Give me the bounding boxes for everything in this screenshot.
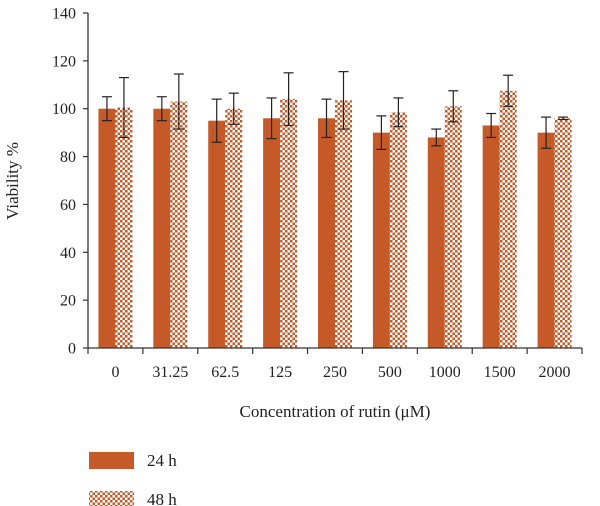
bar-48h (335, 100, 352, 348)
y-tick-label: 20 (60, 293, 76, 310)
y-tick-label: 100 (52, 101, 76, 118)
bar-24h (427, 137, 445, 348)
y-axis-label: Viability % (3, 142, 22, 220)
x-tick-label: 0 (111, 364, 119, 381)
legend: 24 h 48 h (89, 451, 177, 506)
x-tick-label: 1500 (484, 364, 516, 381)
legend-item: 24 h (89, 451, 177, 470)
x-tick-label: 125 (268, 364, 292, 381)
x-tick-label: 2000 (539, 364, 571, 381)
y-tick-label: 120 (52, 53, 76, 70)
x-tick-label: 1000 (429, 364, 461, 381)
error-bar (283, 72, 294, 127)
error-bar (448, 90, 459, 123)
error-bar (558, 116, 569, 121)
error-bar (431, 128, 442, 147)
bar-24h (318, 118, 335, 349)
y-tick-label: 40 (60, 245, 76, 262)
bar-24h (208, 120, 226, 348)
error-bar (156, 96, 167, 122)
bar-48h (499, 90, 517, 349)
error-bar (541, 116, 552, 149)
error-bar (486, 112, 497, 139)
error-bar (338, 71, 349, 130)
y-tick-label: 140 (52, 6, 76, 23)
bar-24h (537, 132, 555, 348)
x-tick-label: 31.25 (152, 364, 188, 381)
bar-48h (170, 101, 188, 349)
x-axis-label: Concentration of rutin (μM) (240, 402, 431, 421)
bar-48h (389, 112, 407, 348)
bar-24h (98, 108, 116, 348)
bar-48h (280, 99, 298, 349)
error-bar (228, 92, 239, 125)
error-bar (321, 98, 332, 139)
x-tick-label: 250 (323, 364, 347, 381)
x-tick-label: 62.5 (211, 364, 239, 381)
error-bar (503, 74, 514, 107)
legend-swatch (89, 452, 134, 469)
error-bar (118, 77, 129, 139)
bar-48h (444, 106, 462, 348)
y-tick-label: 0 (68, 341, 76, 358)
bar-24h (482, 125, 500, 348)
x-tick-label: 500 (378, 364, 402, 381)
x-axis: 0 31.25 62.5 125 250 500 1000 1500 2000 (87, 347, 583, 381)
error-bar (266, 97, 277, 140)
error-bar (101, 96, 112, 122)
bar-48h (115, 107, 133, 349)
y-axis: 0 20 40 60 80 100 120 140 (52, 6, 89, 358)
legend-swatch (89, 491, 134, 506)
bar-24h (372, 132, 390, 348)
error-bar (393, 97, 404, 128)
y-tick-label: 80 (60, 149, 76, 166)
legend-label: 24 h (147, 451, 177, 470)
error-bar (173, 73, 184, 130)
bar-48h (225, 108, 243, 348)
bar-24h (263, 118, 281, 349)
legend-label: 48 h (147, 490, 177, 506)
error-bar (376, 115, 387, 150)
error-bar (211, 98, 222, 143)
bar-48h (554, 118, 572, 349)
bar-24h (153, 108, 171, 348)
legend-item: 48 h (89, 490, 177, 506)
plot-area (98, 71, 572, 349)
y-tick-label: 60 (60, 197, 76, 214)
